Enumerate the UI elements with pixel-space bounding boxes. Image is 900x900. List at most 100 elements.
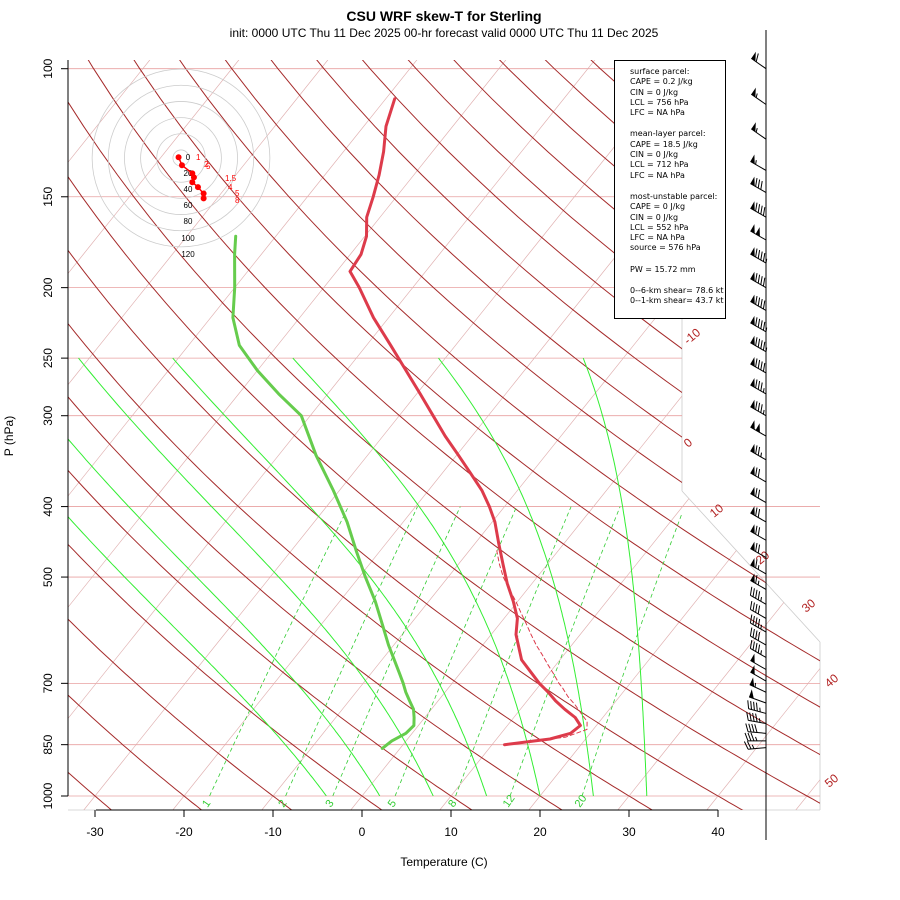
barb-half <box>765 347 768 352</box>
barb-full <box>748 723 752 733</box>
x-tick-label: 30 <box>622 825 636 839</box>
barb-full <box>743 741 749 750</box>
barb-full <box>755 401 758 410</box>
isotherm <box>68 60 259 810</box>
barb-half <box>760 624 762 630</box>
hodo-point <box>190 174 197 181</box>
wind-barb <box>746 711 767 725</box>
barb-full <box>755 488 758 497</box>
hodo-height-label: 1 <box>196 153 201 162</box>
barb-full <box>755 467 758 477</box>
barb-half <box>751 744 755 749</box>
barb-full <box>751 723 755 733</box>
barb-full <box>752 641 755 651</box>
barb-flag <box>750 315 755 326</box>
info-line: PW = 15.72 mm <box>630 264 696 274</box>
barb-full <box>753 701 755 711</box>
wind-barb <box>748 689 767 704</box>
barb-flag <box>750 357 755 367</box>
x-tick-label: 20 <box>533 825 547 839</box>
isotherm <box>349 60 820 810</box>
profile-dewpoint <box>231 234 416 750</box>
info-line: LFC = NA hPa <box>630 108 685 118</box>
barb-full <box>752 615 755 625</box>
dry-adiabat <box>68 60 746 810</box>
y-tick-label: 1000 <box>41 782 55 809</box>
wind-barb <box>747 700 767 714</box>
barb-flag <box>750 154 755 164</box>
barb-full <box>755 630 758 640</box>
barb-full <box>762 207 766 216</box>
barb-flag <box>750 399 755 410</box>
barb-full <box>749 614 753 624</box>
wind-barb <box>750 51 767 70</box>
moist-adiabat <box>582 357 648 796</box>
barb-flag <box>750 294 755 304</box>
wind-barb <box>745 723 767 734</box>
barb-full <box>755 617 758 627</box>
wind-barb <box>750 541 767 558</box>
wind-barb <box>750 665 767 682</box>
barb-flag <box>750 176 755 186</box>
x-axis-label: Temperature (C) <box>400 855 487 869</box>
isotherm <box>884 35 900 811</box>
profile-parcel <box>496 550 588 746</box>
info-line: surface parcel: <box>630 67 690 76</box>
wind-barb <box>750 420 767 437</box>
barb-half <box>758 718 761 723</box>
barb-half <box>755 128 758 133</box>
barb-full <box>757 618 761 628</box>
info-line: LCL = 712 hPa <box>630 160 689 170</box>
barb-full <box>755 178 758 187</box>
hodo-ring-label: 80 <box>184 217 193 226</box>
barb-full <box>749 639 753 649</box>
info-line: CIN = 0 J/kg <box>630 212 679 222</box>
barb-full <box>755 248 758 258</box>
barb-full <box>757 338 761 348</box>
wind-barb <box>750 443 767 461</box>
barb-flag <box>750 271 755 282</box>
wind-barb <box>750 466 767 483</box>
barb-full <box>755 317 758 326</box>
barb-full <box>754 724 758 733</box>
info-line: LCL = 552 hPa <box>630 222 689 232</box>
hodo-point <box>175 154 182 161</box>
barb-full <box>755 358 758 368</box>
barb-full <box>757 605 761 615</box>
isotherm <box>794 60 820 810</box>
isotherm <box>260 60 820 810</box>
dry-adiabat <box>206 60 820 810</box>
hodo-height-label: 2 <box>204 160 209 169</box>
barb-full <box>762 341 766 351</box>
mixing-ratio-line <box>581 512 682 796</box>
barb-flag <box>750 573 755 583</box>
barb-half <box>755 160 757 165</box>
barb-full <box>755 559 758 568</box>
barb-full <box>755 713 758 723</box>
barb-shaft <box>750 161 767 171</box>
barb-flag <box>750 506 755 516</box>
barb-flag <box>750 466 755 476</box>
isotherm-label: 0 <box>681 435 695 450</box>
hodo-ring-label: 0 <box>186 153 191 162</box>
hodo-ring-label: 120 <box>181 250 195 259</box>
barb-full <box>755 445 758 454</box>
profile-temperature <box>348 97 582 747</box>
hodo-ring <box>107 84 255 232</box>
barb-full <box>762 321 766 331</box>
wind-barb <box>750 294 767 311</box>
dry-adiabat <box>72 60 820 810</box>
barb-full <box>760 320 763 329</box>
barb-full <box>755 525 758 535</box>
barb-flag <box>750 378 755 388</box>
barb-full <box>757 489 761 499</box>
barb-full <box>750 701 753 710</box>
plot-border-diag <box>681 490 821 643</box>
barb-full <box>752 602 755 612</box>
dry-adiabat <box>68 60 294 810</box>
mixing-ratio-label: 20 <box>573 793 590 810</box>
barb-full <box>760 404 763 413</box>
barb-full <box>755 202 758 212</box>
y-tick-label: 400 <box>41 496 55 516</box>
dry-adiabat <box>68 60 475 810</box>
